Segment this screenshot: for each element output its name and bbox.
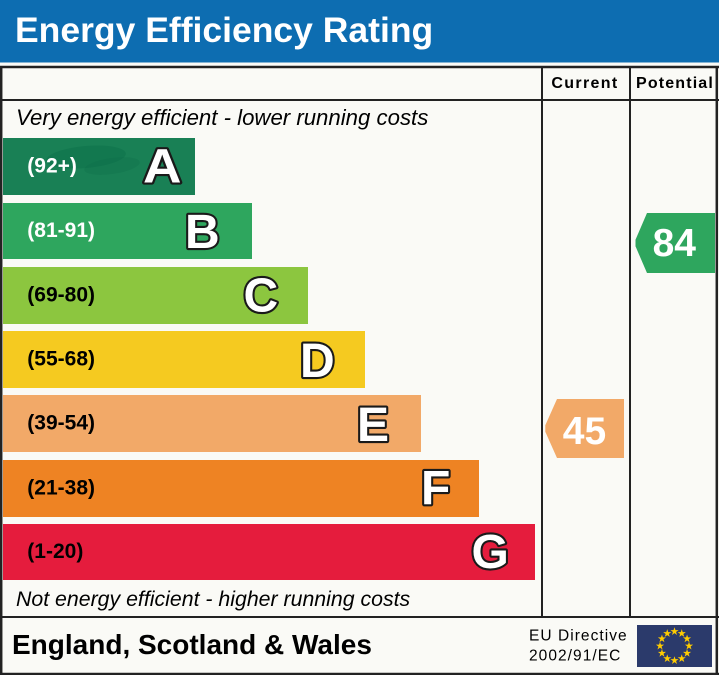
svg-text:Potential: Potential [636, 75, 714, 92]
svg-text:Current: Current [551, 75, 618, 92]
svg-text:England, Scotland & Wales: England, Scotland & Wales [12, 629, 372, 660]
svg-text:EU Directive: EU Directive [529, 628, 628, 645]
svg-text:(39-54): (39-54) [27, 412, 95, 435]
svg-text:F: F [421, 462, 450, 515]
svg-text:(55-68): (55-68) [27, 348, 95, 371]
svg-text:Energy Efficiency Rating: Energy Efficiency Rating [15, 10, 433, 50]
svg-text:2002/91/EC: 2002/91/EC [529, 648, 621, 665]
svg-text:A: A [143, 139, 181, 193]
svg-text:B: B [185, 206, 220, 259]
svg-text:(1-20): (1-20) [27, 540, 83, 563]
svg-text:(81-91): (81-91) [27, 219, 95, 242]
svg-text:D: D [300, 335, 335, 388]
svg-text:(21-38): (21-38) [27, 477, 95, 500]
svg-text:Not energy efficient - higher: Not energy efficient - higher running co… [16, 587, 411, 611]
svg-text:G: G [472, 526, 509, 579]
svg-text:Very energy efficient - lower: Very energy efficient - lower running co… [16, 105, 428, 130]
svg-text:45: 45 [563, 410, 606, 453]
svg-text:(92+): (92+) [27, 155, 77, 178]
svg-text:C: C [244, 270, 279, 323]
svg-text:E: E [357, 399, 389, 452]
svg-text:84: 84 [653, 222, 697, 265]
svg-text:(69-80): (69-80) [27, 284, 95, 307]
